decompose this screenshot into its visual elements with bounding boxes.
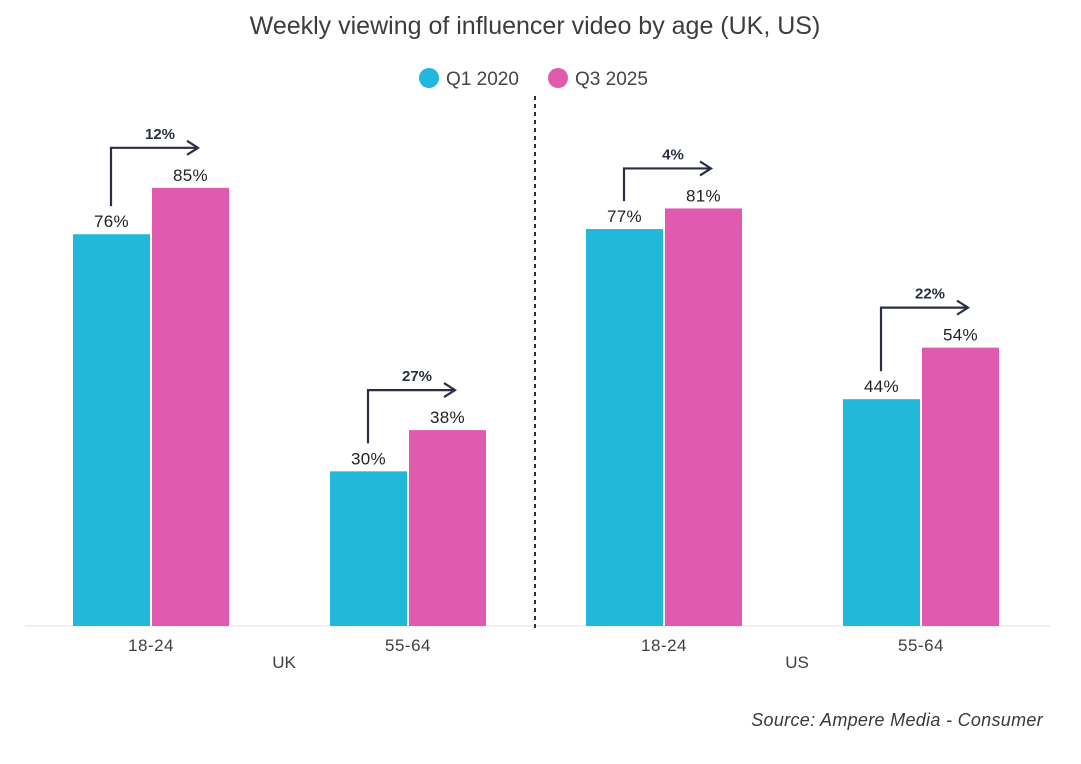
bar-us-55-64-q3-2025 [922, 347, 999, 626]
change-arrow-uk-18-24 [109, 146, 197, 207]
legend-swatch-q3-2025 [548, 68, 568, 88]
change-arrow-us-55-64 [879, 306, 967, 372]
x-tick-us-55-64: 55-64 [898, 636, 944, 655]
bar-us-55-64-q1-2020 [843, 399, 920, 626]
source-note: Source: Ampere Media - Consumer [751, 710, 1043, 730]
value-label-uk-18-24-0: 76% [94, 212, 129, 231]
value-label-us-18-24-1: 81% [686, 186, 721, 205]
bar-uk-18-24-q3-2025 [152, 187, 229, 626]
legend-label-q3-2025: Q3 2025 [575, 69, 648, 90]
change-label-us-55-64: 22% [915, 286, 945, 303]
change-arrowhead-uk-55-64 [443, 382, 458, 399]
value-label-us-55-64-0: 44% [864, 377, 899, 396]
change-arrowhead-us-18-24 [699, 160, 714, 177]
change-arrowhead-us-55-64 [956, 299, 971, 316]
x-tick-uk-18-24: 18-24 [128, 636, 174, 655]
bar-uk-55-64-q3-2025 [409, 430, 486, 626]
bar-us-18-24-q1-2020 [586, 229, 663, 626]
change-label-uk-18-24: 12% [145, 126, 175, 143]
x-tick-us-18-24: 18-24 [641, 636, 687, 655]
change-arrowhead-uk-18-24 [186, 139, 201, 156]
value-label-uk-55-64-0: 30% [351, 449, 386, 468]
group-label-us: US [785, 653, 809, 672]
x-tick-uk-55-64: 55-64 [385, 636, 431, 655]
group-label-uk: UK [272, 653, 296, 672]
legend-label-q1-2020: Q1 2020 [446, 69, 519, 90]
value-label-uk-55-64-1: 38% [430, 408, 465, 427]
value-label-us-55-64-1: 54% [943, 326, 978, 345]
legend-swatch-q1-2020 [419, 68, 439, 88]
change-arrow-us-18-24 [622, 167, 710, 202]
chart-title: Weekly viewing of influencer video by ag… [250, 12, 821, 40]
bar-us-18-24-q3-2025 [665, 208, 742, 626]
chart-marks: UK 76% 85% 18-24 12% 30% 38% 55-64 27% US 77% 81% 18… [73, 126, 999, 672]
bar-uk-18-24-q1-2020 [73, 234, 150, 626]
bar-uk-55-64-q1-2020 [330, 471, 407, 626]
change-label-uk-55-64: 27% [402, 368, 432, 385]
value-label-us-18-24-0: 77% [607, 207, 642, 226]
legend: Q1 2020 Q3 2025 [419, 68, 648, 90]
change-arrow-uk-55-64 [366, 389, 454, 444]
change-label-us-18-24: 4% [662, 146, 684, 163]
value-label-uk-18-24-1: 85% [173, 166, 208, 185]
